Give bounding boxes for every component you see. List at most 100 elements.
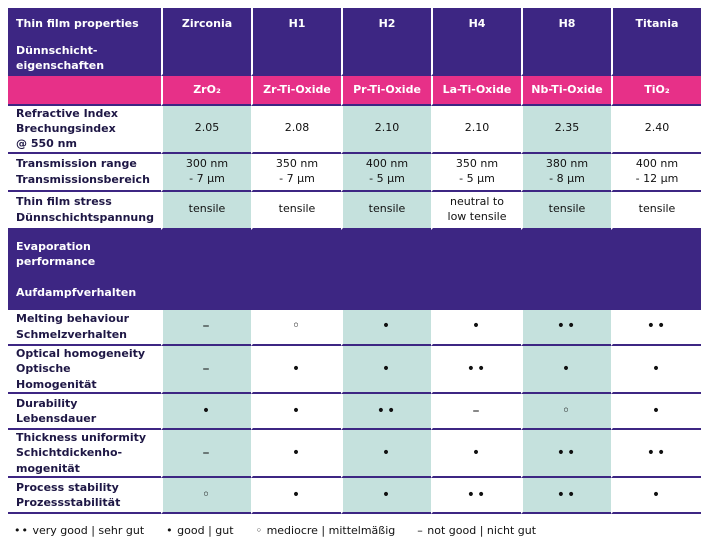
rating-cell: •• [431, 478, 521, 515]
rating-cell: • [341, 430, 431, 479]
legend-item-mediocre: ◦ mediocre | mittelmäßig [256, 524, 396, 537]
rating-cell: •• [521, 309, 611, 346]
formula-titania: TiO₂ [611, 75, 701, 106]
formula-h4: La-Ti-Oxide [431, 75, 521, 106]
rating-cell: • [251, 478, 341, 515]
formula-h8: Nb-Ti-Oxide [521, 75, 611, 106]
rating-cell: • [251, 345, 341, 395]
rating-cell: • [341, 309, 431, 346]
rating-cell: – [161, 309, 251, 346]
rating-cell: • [341, 345, 431, 395]
row-durability: Durability Lebensdauer • • •• – ◦ • [8, 394, 701, 431]
rating-cell: • [431, 309, 521, 346]
rating-cell: ◦ [521, 394, 611, 431]
rating-cell: – [161, 430, 251, 479]
rating-cell: • [341, 478, 431, 515]
value-cell: 2.40 [611, 105, 701, 154]
rating-cell: •• [521, 478, 611, 515]
value-cell: tensile [341, 191, 431, 230]
legend-label-not-good: not good | nicht gut [427, 524, 537, 538]
table-title-cell: Thin film properties Dünnschicht- eigens… [8, 8, 161, 76]
value-cell: 380 nm - 8 µm [521, 153, 611, 192]
formula-zirconia: ZrO₂ [161, 75, 251, 106]
rating-cell: • [521, 345, 611, 395]
row-label-durability: Durability Lebensdauer [8, 394, 161, 431]
value-cell: 2.08 [251, 105, 341, 154]
column-header-h1: H1 [251, 8, 341, 76]
section-title-en: Evaporation performance [16, 239, 96, 268]
column-header-h4: H4 [431, 8, 521, 76]
rating-cell: • [161, 394, 251, 431]
value-cell: 2.05 [161, 105, 251, 154]
legend-label-mediocre: mediocre | mittelmäßig [266, 524, 396, 538]
legend-item-not-good: – not good | nicht gut [417, 524, 536, 537]
row-label-thin-film-stress: Thin film stress Dünnschichtspannung [8, 192, 161, 230]
formula-row-empty-cell [8, 75, 161, 106]
section-evaporation-performance: Evaporation performance Aufdampfverhalte… [8, 229, 701, 310]
value-cell: 300 nm - 7 µm [161, 153, 251, 192]
formula-h1: Zr-Ti-Oxide [251, 75, 341, 106]
rating-cell: ◦ [251, 309, 341, 346]
value-cell: 2.35 [521, 105, 611, 154]
legend-symbol-mediocre: ◦ [255, 524, 264, 538]
formula-row: ZrO₂ Zr-Ti-Oxide Pr-Ti-Oxide La-Ti-Oxide… [8, 75, 701, 106]
row-label-thickness-uniformity: Thickness uniformity Schichtdickenho- mo… [8, 430, 161, 479]
legend-symbol-very-good: •• [14, 524, 29, 538]
row-label-refractive-index: Refractive Index Brechungsindex @ 550 nm [8, 106, 161, 154]
legend-symbol-not-good: – [417, 524, 424, 538]
rating-cell: – [431, 394, 521, 431]
rating-cell: •• [341, 394, 431, 431]
table-title-de: Dünnschicht- eigenschaften [16, 44, 105, 72]
row-refractive-index: Refractive Index Brechungsindex @ 550 nm… [8, 105, 701, 154]
legend-symbol-good: • [166, 524, 174, 538]
value-cell: tensile [521, 191, 611, 230]
rating-cell: •• [611, 309, 701, 346]
row-thin-film-stress: Thin film stress Dünnschichtspannung ten… [8, 191, 701, 230]
section-header-cell: Evaporation performance Aufdampfverhalte… [8, 229, 701, 310]
formula-h2: Pr-Ti-Oxide [341, 75, 431, 106]
table-header-row: Thin film properties Dünnschicht- eigens… [8, 8, 701, 76]
rating-cell: – [161, 345, 251, 395]
table-title-en: Thin film properties [16, 17, 139, 30]
rating-cell: •• [521, 430, 611, 479]
rating-cell: • [611, 345, 701, 395]
value-cell: 400 nm - 5 µm [341, 153, 431, 192]
value-cell: 2.10 [431, 105, 521, 154]
row-label-optical-homogeneity: Optical homogeneity Optische Homogenität [8, 346, 161, 395]
rating-cell: • [611, 478, 701, 515]
thin-film-properties-table: Thin film properties Dünnschicht- eigens… [8, 8, 701, 515]
column-header-zirconia: Zirconia [161, 8, 251, 76]
value-cell: tensile [611, 191, 701, 230]
value-cell: 350 nm - 7 µm [251, 153, 341, 192]
rating-cell: • [251, 394, 341, 431]
legend-label-good: good | gut [177, 524, 234, 538]
row-label-process-stability: Process stability Prozessstabilität [8, 478, 161, 515]
legend-label-very-good: very good | sehr gut [32, 524, 145, 538]
rating-legend: •• very good | sehr gut • good | gut ◦ m… [8, 514, 701, 537]
column-header-titania: Titania [611, 8, 701, 76]
column-header-h8: H8 [521, 8, 611, 76]
column-header-h2: H2 [341, 8, 431, 76]
row-process-stability: Process stability Prozessstabilität ◦ • … [8, 478, 701, 515]
rating-cell: • [251, 430, 341, 479]
row-transmission-range: Transmission range Transmissionsbereich … [8, 153, 701, 192]
legend-item-good: • good | gut [166, 524, 233, 537]
value-cell: tensile [251, 191, 341, 230]
rating-cell: • [611, 394, 701, 431]
row-label-melting-behaviour: Melting behaviour Schmelzverhalten [8, 310, 161, 346]
row-optical-homogeneity: Optical homogeneity Optische Homogenität… [8, 345, 701, 395]
value-cell: 400 nm - 12 µm [611, 153, 701, 192]
row-label-transmission-range: Transmission range Transmissionsbereich [8, 154, 161, 192]
value-cell: tensile [161, 191, 251, 230]
value-cell: 2.10 [341, 105, 431, 154]
rating-cell: •• [611, 430, 701, 479]
rating-cell: ◦ [161, 478, 251, 515]
rating-cell: •• [431, 345, 521, 395]
section-title-de: Aufdampfverhalten [16, 285, 137, 299]
row-melting-behaviour: Melting behaviour Schmelzverhalten – ◦ •… [8, 309, 701, 346]
value-cell: 350 nm - 5 µm [431, 153, 521, 192]
datasheet-page: Thin film properties Dünnschicht- eigens… [8, 8, 701, 537]
legend-item-very-good: •• very good | sehr gut [14, 524, 144, 537]
row-thickness-uniformity: Thickness uniformity Schichtdickenho- mo… [8, 430, 701, 479]
value-cell: neutral to low tensile [431, 191, 521, 230]
